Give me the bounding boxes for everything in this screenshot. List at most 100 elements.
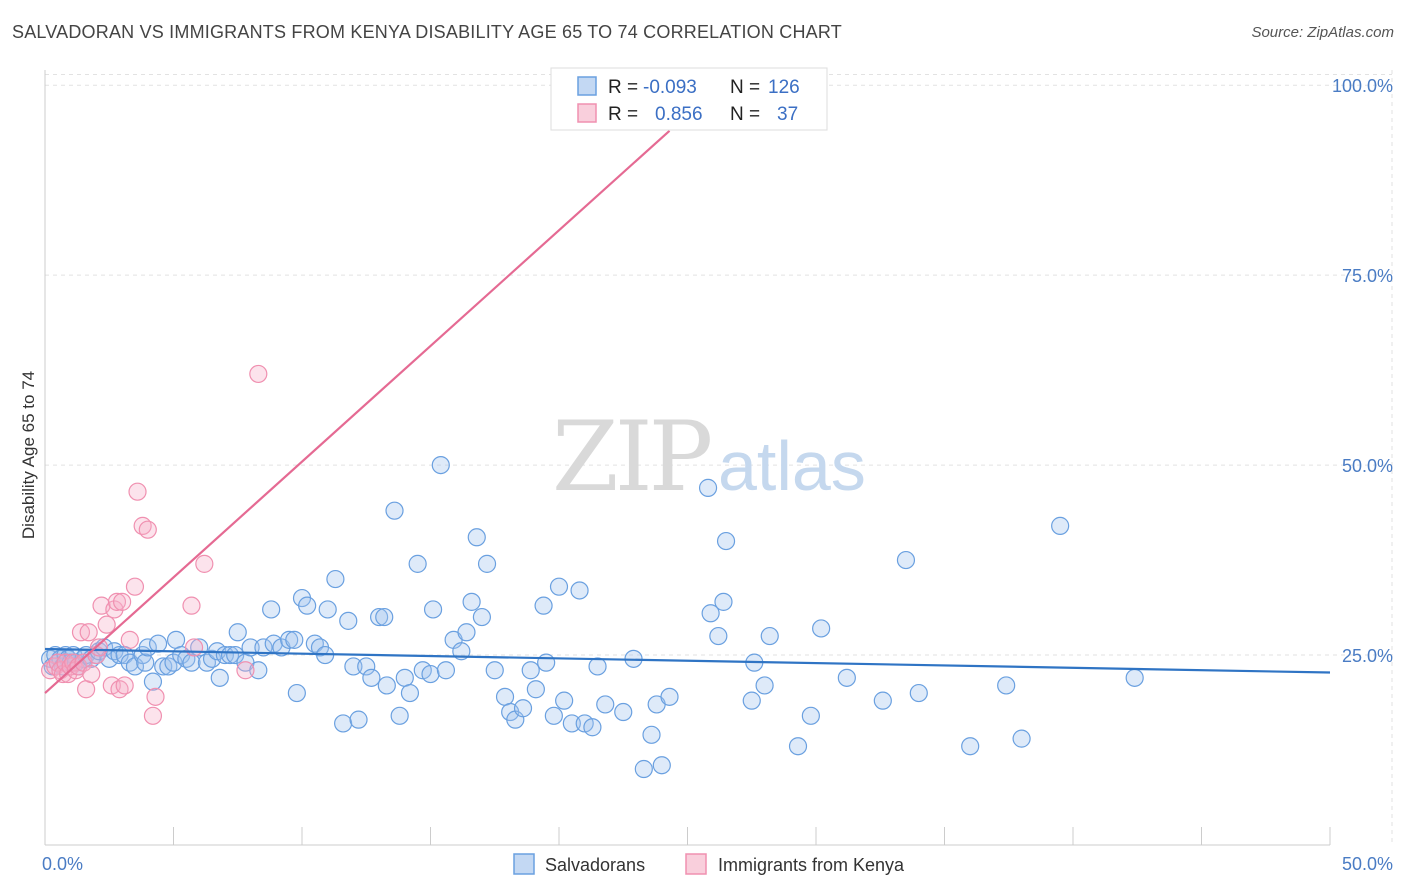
top-legend-box [550,67,828,131]
point-s0-68 [370,607,389,627]
point-s0-83 [457,623,476,642]
legend-n-value-2: 37 [777,104,798,125]
watermark-atlas: atlas [718,427,866,505]
point-s0-66 [357,657,376,676]
point-s1-36 [236,661,255,680]
point-s0-109 [642,725,661,744]
point-s0-56 [298,596,317,615]
point-s0-65 [349,710,368,729]
point-s1-15 [82,664,101,684]
series-1-points [41,364,268,725]
point-s0-118 [742,691,761,710]
point-s0-120 [755,676,774,695]
point-s0-122 [788,737,808,756]
point-s0-96 [537,653,556,672]
point-s1-17 [89,638,109,657]
point-s0-71 [385,501,404,520]
point-s0-129 [961,737,980,756]
point-s0-126 [873,691,892,710]
point-s0-117 [716,531,736,551]
point-s0-105 [596,695,615,714]
point-s0-63 [339,611,358,630]
point-s0-77 [421,664,440,684]
point-s0-49 [262,600,281,619]
point-s0-121 [760,626,779,646]
point-s0-132 [1051,516,1070,535]
point-s0-123 [801,706,820,725]
point-s1-32 [146,687,165,706]
point-s0-133 [1125,668,1144,687]
point-s0-114 [701,604,720,623]
point-s0-112 [660,687,679,706]
point-s1-33 [182,596,201,615]
point-s0-47 [249,661,268,680]
x-tick-label-0: 0.0% [42,854,83,874]
point-s0-70 [377,676,396,695]
point-s1-35 [195,554,214,573]
point-s0-125 [837,668,856,687]
point-s1-24 [112,592,132,611]
y-tick-label-0: 25.0% [1342,646,1393,666]
point-s0-27 [143,672,163,691]
tick-labels: 25.0% 50.0% 75.0% 100.0% 0.0% 50.0% [42,76,1393,874]
point-s0-29 [154,657,173,676]
point-s0-53 [285,630,304,649]
series-0-points [41,455,1144,779]
y-tick-label-3: 100.0% [1332,76,1393,96]
point-s0-103 [583,718,602,737]
trend-line-0 [44,647,1331,674]
point-s0-79 [431,455,450,475]
watermark-zip: ZIP [552,401,711,513]
point-s0-61 [326,569,345,589]
point-s0-84 [462,592,481,611]
point-s0-35 [182,653,201,672]
legend-swatch-salvadorans [577,76,597,96]
point-s0-127 [896,550,916,570]
point-s0-78 [423,600,443,619]
point-s0-42 [220,645,240,665]
x-tick-label-1: 50.0% [1342,854,1393,874]
point-s1-30 [138,520,157,539]
point-s0-32 [166,630,186,649]
bottom-legend-label-salvadorans: Salvadorans [545,855,645,875]
point-s0-98 [549,577,569,596]
point-s0-111 [652,756,671,775]
point-s0-92 [513,699,533,718]
point-s0-41 [215,645,234,665]
point-s0-67 [362,668,381,687]
point-s1-25 [115,676,134,695]
point-s0-94 [526,680,545,699]
legend-r-label-2: R = [608,104,638,125]
point-s0-131 [1012,729,1031,748]
point-s1-22 [107,592,127,611]
chart-title: SALVADORAN VS IMMIGRANTS FROM KENYA DISA… [12,22,842,42]
point-s1-11 [71,623,91,642]
point-s0-43 [226,645,245,665]
chart-source: Source: ZipAtlas.com [1251,24,1394,41]
legend-r-label-1: R = [608,77,638,98]
point-s1-14 [79,623,98,642]
point-s0-99 [555,691,574,710]
point-s0-93 [521,661,540,680]
legend-n-label-2: N = [730,104,760,125]
point-s1-13 [77,680,96,699]
data-points [41,364,1144,779]
gridlines [45,70,1393,845]
point-s0-52 [280,630,299,649]
point-s1-27 [125,577,145,596]
point-s0-130 [997,676,1016,695]
legend-r-value-2: 0.856 [655,104,703,125]
point-s0-48 [254,638,273,657]
point-s0-85 [467,528,486,547]
point-s0-74 [400,683,420,703]
point-s0-28 [148,634,168,653]
bottom-legend: Salvadorans Immigrants from Kenya [513,853,905,875]
point-s0-60 [318,600,337,619]
point-s0-113 [698,478,718,497]
legend-r-value-1: -0.093 [643,77,697,98]
point-s0-62 [334,714,353,733]
point-s0-80 [436,661,456,680]
trend-lines [44,129,1331,694]
point-s0-40 [210,668,229,687]
point-s0-87 [477,554,497,573]
